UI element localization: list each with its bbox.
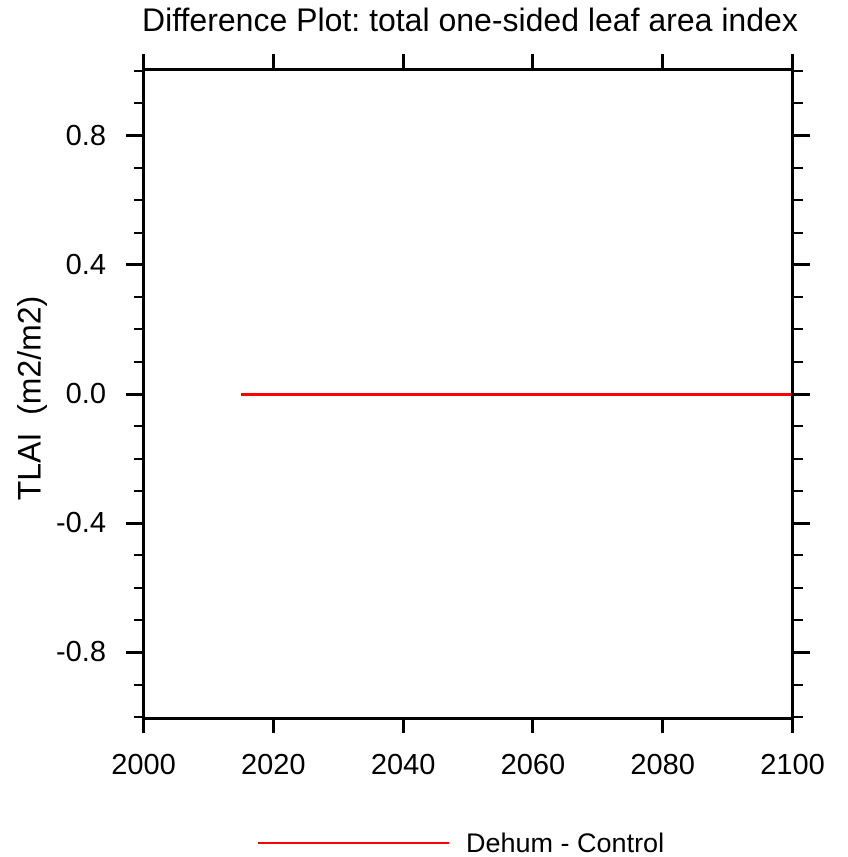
- y-major-tick-right: [794, 650, 810, 654]
- y-minor-tick-right: [794, 231, 803, 234]
- y-tick-label: 0.8: [65, 119, 106, 152]
- y-minor-tick-right: [794, 715, 803, 718]
- y-minor-tick-right: [794, 586, 803, 589]
- y-minor-tick-left: [133, 102, 142, 105]
- y-minor-tick-left: [133, 199, 142, 202]
- y-minor-tick-left: [133, 166, 142, 169]
- y-minor-tick-right: [794, 554, 803, 557]
- y-minor-tick-right: [794, 166, 803, 169]
- x-major-tick-bottom: [401, 719, 405, 733]
- x-major-tick-bottom: [791, 719, 794, 733]
- y-minor-tick-left: [133, 586, 142, 589]
- x-major-tick-bottom: [661, 719, 665, 733]
- x-major-tick-top: [142, 54, 145, 68]
- y-minor-tick-left: [133, 296, 142, 299]
- y-major-tick-right: [794, 263, 810, 267]
- x-major-tick-top: [271, 54, 275, 68]
- y-major-tick-right: [794, 134, 810, 138]
- y-minor-tick-left: [133, 328, 142, 331]
- y-tick-label: 0.4: [65, 248, 106, 281]
- y-minor-tick-right: [794, 199, 803, 202]
- y-minor-tick-right: [794, 425, 803, 428]
- x-tick-label: 2000: [111, 749, 176, 781]
- y-minor-tick-left: [133, 360, 142, 363]
- y-major-tick-left: [126, 392, 142, 396]
- x-major-tick-top: [401, 54, 405, 68]
- y-minor-tick-left: [133, 683, 142, 686]
- y-minor-tick-left: [133, 619, 142, 622]
- y-minor-tick-right: [794, 457, 803, 460]
- x-major-tick-top: [531, 54, 535, 68]
- y-tick-label: -0.8: [56, 636, 106, 669]
- y-major-tick-right: [794, 521, 810, 525]
- plot-area: [142, 68, 794, 720]
- y-minor-tick-left: [133, 425, 142, 428]
- y-major-tick-left: [126, 650, 142, 654]
- y-major-tick-left: [126, 134, 142, 138]
- x-major-tick-top: [791, 54, 794, 68]
- x-tick-label: 2020: [241, 749, 306, 781]
- y-minor-tick-left: [133, 489, 142, 492]
- x-major-tick-bottom: [271, 719, 275, 733]
- y-minor-tick-left: [133, 457, 142, 460]
- x-tick-label: 2080: [630, 749, 695, 781]
- y-minor-tick-left: [133, 715, 142, 718]
- x-major-tick-top: [661, 54, 665, 68]
- x-major-tick-bottom: [142, 719, 145, 733]
- legend: Dehum - Control: [0, 820, 848, 857]
- y-minor-tick-left: [133, 554, 142, 557]
- x-tick-label: 2040: [370, 749, 436, 781]
- y-minor-tick-left: [133, 70, 142, 73]
- x-major-tick-bottom: [531, 719, 535, 733]
- y-axis-title: TLAI (m2/m2): [11, 295, 48, 501]
- chart-title: Difference Plot: total one-sided leaf ar…: [142, 2, 798, 38]
- y-minor-tick-right: [794, 360, 803, 363]
- y-tick-label: -0.4: [56, 507, 106, 540]
- y-minor-tick-right: [794, 102, 803, 105]
- y-minor-tick-right: [794, 619, 803, 622]
- x-tick-label: 2100: [760, 749, 825, 781]
- y-minor-tick-right: [794, 296, 803, 299]
- y-major-tick-left: [126, 263, 142, 267]
- y-minor-tick-right: [794, 489, 803, 492]
- y-major-tick-left: [126, 521, 142, 525]
- y-minor-tick-right: [794, 70, 803, 73]
- x-tick-label: 2060: [500, 749, 566, 781]
- legend-label: Dehum - Control: [466, 828, 665, 857]
- y-minor-tick-right: [794, 328, 803, 331]
- y-major-tick-right: [794, 392, 810, 396]
- legend-line-sample: [258, 842, 449, 844]
- y-minor-tick-left: [133, 231, 142, 234]
- y-minor-tick-right: [794, 683, 803, 686]
